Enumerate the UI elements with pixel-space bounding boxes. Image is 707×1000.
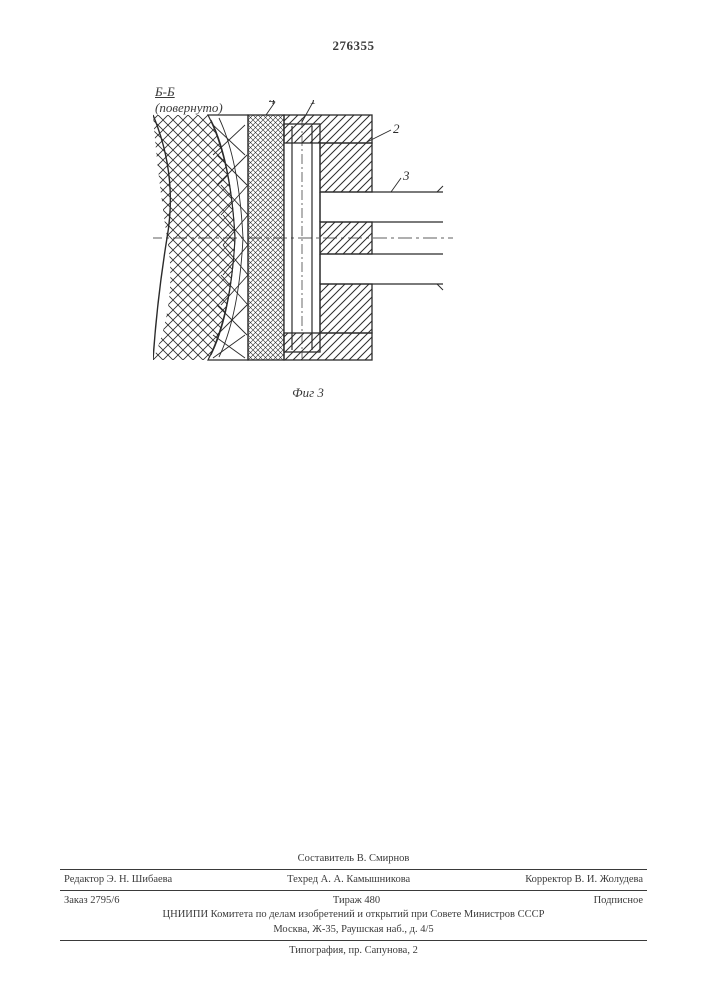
section-label: Б-Б (повернуто) — [155, 84, 223, 115]
org-line-2: Москва, Ж-35, Раушская наб., д. 4/5 — [60, 923, 647, 937]
org-line-1: ЦНИИПИ Комитета по делам изобретений и о… — [60, 908, 647, 922]
tirage: Тираж 480 — [333, 894, 380, 908]
subscription: Подписное — [594, 894, 643, 908]
label-2: 2 — [393, 121, 400, 136]
page-number: 276355 — [0, 38, 707, 54]
footer-row-order: Заказ 2795/6 Тираж 480 Подписное — [60, 894, 647, 908]
compiler-line: Составитель В. Смирнов — [60, 852, 647, 866]
figure-caption: Фиг 3 — [153, 385, 463, 401]
order: Заказ 2795/6 — [64, 894, 119, 908]
label-4: 4 — [269, 100, 276, 107]
section-label-sub: (повернуто) — [155, 100, 223, 115]
footer-rule-3 — [60, 940, 647, 941]
label-3: 3 — [402, 168, 410, 183]
figure-svg: 4 1 2 3 — [153, 100, 473, 390]
printer-line: Типография, пр. Сапунова, 2 — [60, 944, 647, 958]
footer: Составитель В. Смирнов Редактор Э. Н. Ши… — [60, 852, 647, 958]
editor: Редактор Э. Н. Шибаева — [64, 873, 172, 887]
footer-rule-1 — [60, 869, 647, 870]
footer-rule-2 — [60, 890, 647, 891]
section-label-top: Б-Б — [155, 84, 175, 99]
label-1: 1 — [310, 100, 317, 107]
figure-3: Б-Б (повернуто) — [153, 100, 473, 420]
techred: Техред А. А. Камышникова — [287, 873, 410, 887]
footer-row-credits: Редактор Э. Н. Шибаева Техред А. А. Камы… — [60, 873, 647, 887]
corrector: Корректор В. И. Жолудева — [525, 873, 643, 887]
